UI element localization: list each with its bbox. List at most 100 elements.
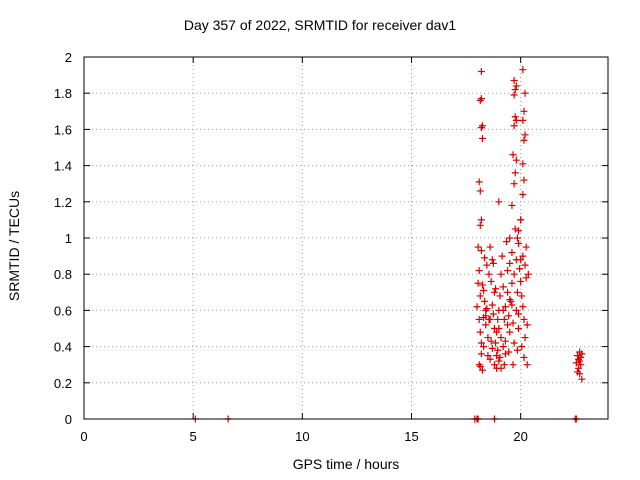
data-point [512, 116, 520, 124]
data-point [523, 361, 531, 369]
data-point [519, 303, 527, 311]
x-axis-label: GPS time / hours [292, 456, 400, 472]
x-tick-label: 5 [190, 429, 197, 444]
data-point [477, 247, 485, 255]
data-point [510, 339, 518, 347]
data-point [494, 346, 502, 354]
data-point [521, 334, 529, 342]
data-point [508, 279, 516, 287]
y-tick-label: 0.2 [54, 376, 72, 391]
data-point [509, 151, 517, 159]
data-point [512, 156, 520, 164]
data-point [520, 353, 528, 361]
data-point [578, 375, 586, 383]
data-point [478, 281, 486, 289]
data-point [576, 370, 584, 378]
data-point [489, 259, 497, 267]
data-point [497, 334, 505, 342]
y-tick-label: 1.2 [54, 195, 72, 210]
data-point [520, 136, 528, 144]
data-point [475, 178, 483, 186]
data-point [476, 292, 484, 300]
data-point [476, 363, 484, 371]
data-point [499, 343, 507, 351]
data-point [577, 353, 585, 361]
data-point [521, 261, 529, 269]
data-point [504, 267, 512, 275]
data-points [191, 66, 586, 423]
data-point [481, 254, 489, 262]
data-point [501, 337, 509, 345]
data-point [477, 95, 485, 103]
y-tick-label: 1.6 [54, 122, 72, 137]
x-tick-label: 15 [404, 429, 418, 444]
data-point [521, 131, 529, 139]
data-point [519, 116, 527, 124]
data-point [523, 321, 531, 329]
data-point [476, 328, 484, 336]
data-point [500, 361, 508, 369]
data-point [488, 344, 496, 352]
data-point [476, 221, 484, 229]
data-point [519, 191, 527, 199]
data-point [519, 66, 527, 74]
data-point [513, 234, 521, 242]
axis-ticks: 0 5 10 15 20 0 0.2 0.4 0.6 0.8 1 1.2 1.4 1.6 1.8 2 [54, 50, 608, 444]
data-point [524, 270, 532, 278]
data-point [474, 243, 482, 251]
data-point [510, 122, 518, 130]
data-point [522, 274, 530, 282]
data-point [509, 319, 517, 327]
data-point [519, 252, 527, 260]
data-point [478, 134, 486, 142]
data-point [495, 198, 503, 206]
data-point [516, 265, 524, 273]
data-point [486, 355, 494, 363]
data-point [500, 315, 508, 323]
data-point [497, 364, 505, 372]
data-point [480, 343, 488, 351]
data-point [502, 238, 510, 246]
data-point [487, 277, 495, 285]
data-point [492, 339, 500, 347]
data-point [475, 267, 483, 275]
data-point [501, 350, 509, 358]
y-tick-label: 0 [65, 412, 72, 427]
data-point [480, 314, 488, 322]
data-point [521, 89, 529, 97]
data-point [520, 107, 528, 115]
data-point [506, 259, 514, 267]
data-point [475, 361, 483, 369]
data-point [492, 285, 500, 293]
data-point [490, 288, 498, 296]
x-tick-label: 0 [80, 429, 87, 444]
data-point [508, 201, 516, 209]
data-point [477, 67, 485, 75]
y-tick-label: 1 [65, 231, 72, 246]
x-tick-label: 10 [295, 429, 309, 444]
x-tick-label: 20 [513, 429, 527, 444]
data-point [487, 337, 495, 345]
data-point [517, 277, 525, 285]
data-point [517, 216, 525, 224]
data-point [520, 315, 528, 323]
data-point [514, 310, 522, 318]
data-point [483, 261, 491, 269]
data-point [499, 306, 507, 314]
data-point [495, 325, 503, 332]
data-point [505, 348, 513, 356]
data-point [482, 321, 490, 329]
data-point [496, 353, 504, 361]
data-point [480, 286, 488, 294]
plot-border [83, 56, 609, 420]
data-point [477, 339, 485, 347]
data-point [509, 361, 517, 369]
data-point [504, 288, 512, 296]
data-point [477, 124, 485, 132]
data-point [511, 113, 519, 121]
data-point [511, 225, 519, 233]
data-point [514, 239, 522, 247]
data-point [499, 283, 507, 291]
data-point [489, 310, 497, 318]
data-point [504, 321, 512, 329]
